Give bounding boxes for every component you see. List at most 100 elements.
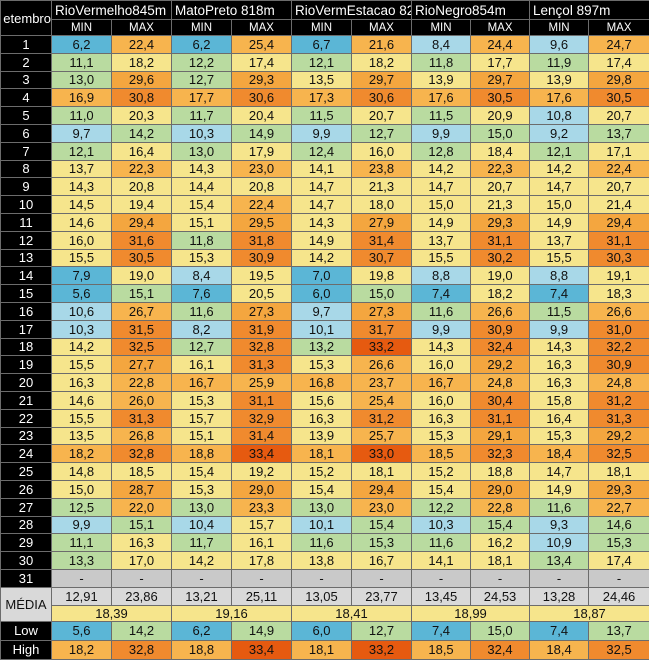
min-cell[interactable]: 13,9 bbox=[530, 71, 589, 89]
max-cell[interactable]: 29,4 bbox=[352, 480, 412, 498]
low-cell[interactable]: 13,7 bbox=[589, 621, 649, 640]
min-cell[interactable]: 11,6 bbox=[292, 534, 352, 552]
min-cell[interactable]: 15,1 bbox=[172, 213, 232, 231]
min-cell[interactable]: 12,2 bbox=[412, 498, 471, 516]
low-cell[interactable]: 7,4 bbox=[530, 621, 589, 640]
min-cell[interactable]: 14,2 bbox=[52, 338, 112, 356]
max-cell[interactable]: 20,7 bbox=[589, 178, 649, 196]
min-cell[interactable]: 16,3 bbox=[52, 374, 112, 392]
min-cell[interactable]: 10,3 bbox=[172, 124, 232, 142]
min-cell[interactable]: 9,6 bbox=[530, 36, 589, 54]
min-cell[interactable]: 12,8 bbox=[412, 142, 471, 160]
min-cell[interactable]: 10,9 bbox=[530, 534, 589, 552]
max-cell[interactable]: 31,1 bbox=[232, 391, 292, 409]
min-cell[interactable]: 14,2 bbox=[172, 552, 232, 570]
max-cell[interactable]: 29,3 bbox=[232, 71, 292, 89]
max-cell[interactable]: 30,9 bbox=[589, 356, 649, 374]
max-cell[interactable]: 33,4 bbox=[232, 445, 292, 463]
min-cell[interactable]: 15,3 bbox=[172, 391, 232, 409]
min-cell[interactable]: 12,1 bbox=[292, 53, 352, 71]
min-cell[interactable]: 14,7 bbox=[292, 196, 352, 214]
max-cell[interactable]: 27,3 bbox=[232, 302, 292, 320]
low-cell[interactable]: 6,0 bbox=[292, 621, 352, 640]
low-cell[interactable]: 14,2 bbox=[112, 621, 172, 640]
min-cell[interactable]: 17,6 bbox=[412, 89, 471, 107]
max-cell[interactable]: 24,8 bbox=[471, 374, 530, 392]
max-cell[interactable]: 19,0 bbox=[112, 267, 172, 285]
max-cell[interactable]: 19,0 bbox=[471, 267, 530, 285]
min-cell[interactable]: 15,2 bbox=[292, 463, 352, 481]
max-cell[interactable]: 15,7 bbox=[232, 516, 292, 534]
min-cell[interactable]: 16,0 bbox=[412, 356, 471, 374]
min-cell[interactable]: 15,3 bbox=[412, 427, 471, 445]
max-cell[interactable]: - bbox=[112, 569, 172, 587]
min-cell[interactable]: 13,7 bbox=[412, 231, 471, 249]
max-cell[interactable]: 31,1 bbox=[589, 231, 649, 249]
min-cell[interactable]: 14,7 bbox=[292, 178, 352, 196]
max-cell[interactable]: 23,0 bbox=[232, 160, 292, 178]
max-cell[interactable]: 15,3 bbox=[352, 534, 412, 552]
max-cell[interactable]: 32,5 bbox=[112, 338, 172, 356]
min-cell[interactable]: 8,4 bbox=[412, 36, 471, 54]
min-cell[interactable]: 17,3 bbox=[292, 89, 352, 107]
min-cell[interactable]: 8,8 bbox=[412, 267, 471, 285]
max-cell[interactable]: 19,5 bbox=[232, 267, 292, 285]
min-cell[interactable]: 11,8 bbox=[412, 53, 471, 71]
max-cell[interactable]: 20,3 bbox=[112, 107, 172, 125]
max-cell[interactable]: 16,0 bbox=[352, 142, 412, 160]
min-cell[interactable]: 12,7 bbox=[172, 71, 232, 89]
max-cell[interactable]: 25,4 bbox=[352, 391, 412, 409]
max-cell[interactable]: 17,7 bbox=[471, 53, 530, 71]
media-min-cell[interactable]: 12,91 bbox=[52, 587, 112, 605]
max-cell[interactable]: 24,8 bbox=[589, 374, 649, 392]
max-cell[interactable]: 25,7 bbox=[352, 427, 412, 445]
media-min-cell[interactable]: 13,28 bbox=[530, 587, 589, 605]
max-cell[interactable]: 18,1 bbox=[589, 463, 649, 481]
min-cell[interactable]: 9,2 bbox=[530, 124, 589, 142]
min-cell[interactable]: 9,9 bbox=[530, 320, 589, 338]
min-cell[interactable]: 14,7 bbox=[530, 178, 589, 196]
min-cell[interactable]: 11,0 bbox=[52, 107, 112, 125]
min-cell[interactable]: 14,6 bbox=[52, 213, 112, 231]
max-cell[interactable]: 30,9 bbox=[471, 320, 530, 338]
max-cell[interactable]: 31,2 bbox=[589, 391, 649, 409]
min-cell[interactable]: 14,5 bbox=[52, 196, 112, 214]
min-cell[interactable]: 17,7 bbox=[172, 89, 232, 107]
min-cell[interactable]: 17,6 bbox=[530, 89, 589, 107]
max-cell[interactable]: 30,5 bbox=[589, 89, 649, 107]
min-cell[interactable]: 16,1 bbox=[172, 356, 232, 374]
min-cell[interactable]: 11,6 bbox=[412, 302, 471, 320]
max-cell[interactable]: 18,5 bbox=[112, 463, 172, 481]
max-cell[interactable]: 22,4 bbox=[232, 196, 292, 214]
min-cell[interactable]: 10,1 bbox=[292, 320, 352, 338]
min-cell[interactable]: 15,5 bbox=[412, 249, 471, 267]
min-cell[interactable]: 11,7 bbox=[172, 534, 232, 552]
max-cell[interactable]: 14,9 bbox=[232, 124, 292, 142]
min-cell[interactable]: - bbox=[292, 569, 352, 587]
max-cell[interactable]: 31,9 bbox=[232, 320, 292, 338]
min-cell[interactable]: 15,4 bbox=[172, 196, 232, 214]
max-cell[interactable]: 26,6 bbox=[471, 302, 530, 320]
min-cell[interactable]: 9,3 bbox=[530, 516, 589, 534]
max-cell[interactable]: 18,2 bbox=[352, 53, 412, 71]
min-cell[interactable]: 16,3 bbox=[530, 374, 589, 392]
min-cell[interactable]: 6,2 bbox=[172, 36, 232, 54]
min-cell[interactable]: 11,6 bbox=[172, 302, 232, 320]
max-cell[interactable]: 19,4 bbox=[112, 196, 172, 214]
media-average-cell[interactable]: 18,99 bbox=[412, 605, 530, 621]
min-cell[interactable]: 9,9 bbox=[412, 320, 471, 338]
min-cell[interactable]: 14,7 bbox=[530, 463, 589, 481]
max-cell[interactable]: 33,2 bbox=[352, 338, 412, 356]
min-cell[interactable]: 15,4 bbox=[292, 480, 352, 498]
high-cell[interactable]: 18,1 bbox=[292, 640, 352, 659]
min-cell[interactable]: 13,0 bbox=[172, 498, 232, 516]
max-cell[interactable]: 17,8 bbox=[232, 552, 292, 570]
max-cell[interactable]: 31,4 bbox=[232, 427, 292, 445]
max-cell[interactable]: 30,5 bbox=[112, 249, 172, 267]
min-cell[interactable]: 14,9 bbox=[412, 213, 471, 231]
min-cell[interactable]: 14,6 bbox=[52, 391, 112, 409]
max-cell[interactable]: 20,7 bbox=[471, 178, 530, 196]
max-cell[interactable]: 29,0 bbox=[232, 480, 292, 498]
min-cell[interactable]: 13,0 bbox=[292, 498, 352, 516]
min-cell[interactable]: 15,5 bbox=[52, 409, 112, 427]
